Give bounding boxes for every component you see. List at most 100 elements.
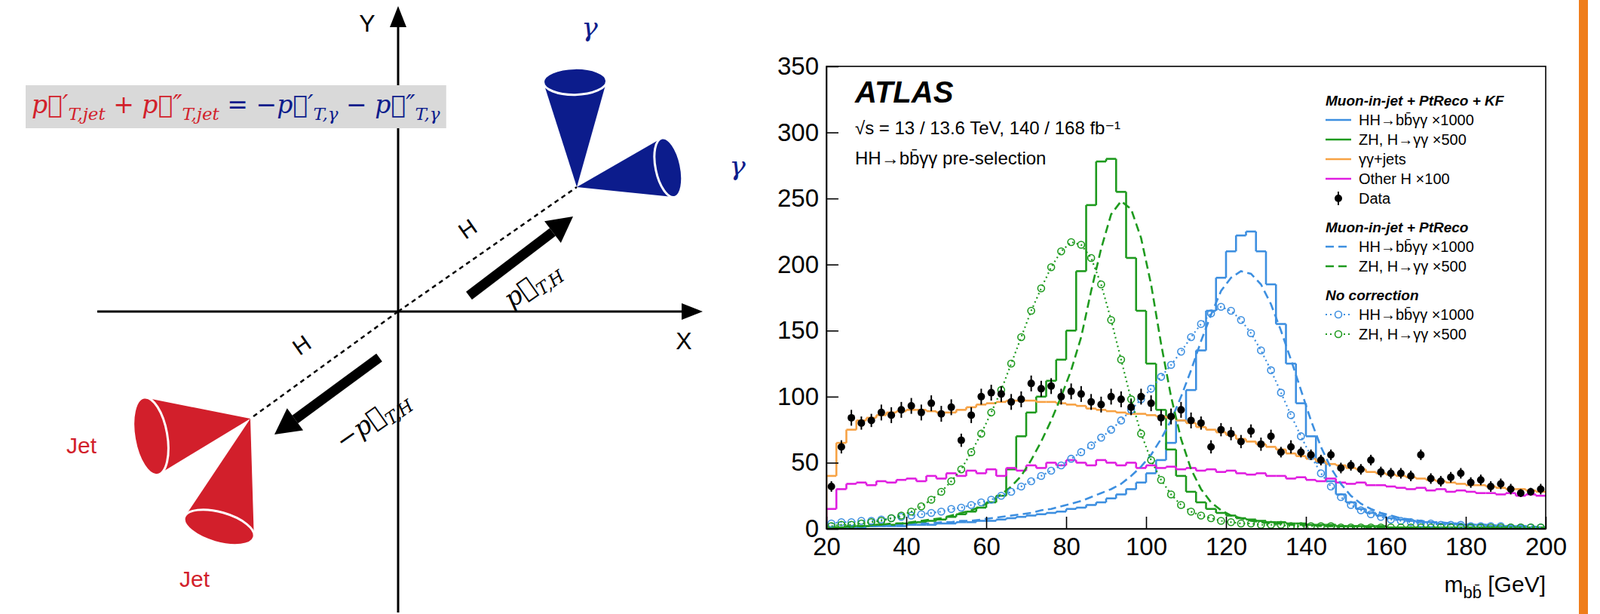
histogram-bin (856, 481, 867, 484)
histogram-bin (1115, 493, 1126, 496)
curve-marker (1317, 522, 1325, 529)
histogram-bin (1495, 493, 1506, 496)
curve-marker (898, 511, 905, 519)
tick-label: 0 (805, 514, 819, 543)
data-point (827, 482, 836, 491)
histogram-bin (986, 519, 997, 522)
tick: 300 (777, 118, 839, 147)
tick: 250 (777, 183, 839, 212)
jet-cone-base (127, 394, 174, 478)
tick-label: 200 (1525, 532, 1567, 561)
data-point (1256, 440, 1265, 448)
histogram-bin (1195, 469, 1206, 473)
tick-label: 250 (777, 183, 819, 212)
histogram-bin (1016, 515, 1027, 519)
curve-marker (1017, 334, 1025, 341)
curve-marker (1147, 385, 1155, 393)
data-point (1277, 447, 1285, 456)
data-point (1247, 426, 1255, 435)
histogram-bin (1206, 468, 1217, 471)
histogram-bin (1126, 257, 1137, 260)
histogram-bin (1265, 445, 1276, 448)
curve-marker (1407, 524, 1415, 529)
histogram-bin (1535, 494, 1546, 497)
momentum-label: p⃗T,H (497, 253, 569, 318)
curve-marker (937, 508, 945, 515)
tick-label: 100 (1125, 532, 1168, 561)
curve-marker (1097, 434, 1105, 442)
equation-term: p⃗′ (276, 89, 314, 120)
curve-marker (1197, 320, 1205, 328)
histogram-bin (1326, 477, 1337, 480)
data-point (1486, 482, 1495, 491)
step-riser (1195, 491, 1198, 503)
chart: 2040608010012014016018020005010015020025… (777, 52, 1567, 602)
histogram-bin (1395, 486, 1406, 489)
curve-marker (1517, 524, 1524, 529)
curve-marker (1077, 448, 1085, 456)
histogram-bin (1046, 461, 1057, 464)
histogram-bin (916, 480, 926, 483)
legend-swatch (1325, 158, 1352, 161)
series (826, 231, 1546, 529)
data-point (1406, 472, 1415, 480)
histogram-bin (1235, 472, 1246, 475)
data-point (1327, 450, 1335, 459)
higgs-direction (398, 186, 577, 312)
data-point (1167, 412, 1175, 420)
tick: 140 (1285, 516, 1328, 561)
equation-term: = − (219, 89, 277, 120)
tick-label: 80 (1052, 532, 1081, 561)
histogram-bin (1115, 411, 1126, 414)
curve-marker (977, 498, 985, 506)
series (827, 303, 1545, 529)
tick-mark (1226, 516, 1228, 529)
equation-term: p⃗″ (374, 89, 416, 120)
curve-marker (1287, 522, 1295, 529)
histogram-bin (1026, 411, 1037, 414)
histogram-bin (1096, 160, 1107, 163)
data-point (1197, 419, 1205, 427)
histogram-bin (996, 475, 1006, 478)
histogram-bin (1275, 322, 1286, 325)
curve-marker (1527, 524, 1535, 529)
tick-mark (826, 198, 839, 200)
data-point (1416, 450, 1425, 459)
histogram-bin (1016, 435, 1027, 438)
histogram-bin (1086, 204, 1097, 207)
series (826, 400, 1546, 529)
histogram-bin (1265, 283, 1276, 286)
plot-marks (826, 159, 1546, 529)
x-axis-title-part: m (1443, 571, 1463, 597)
legend-heading: Muon-in-jet + PtReco + KF (1325, 92, 1505, 109)
curve-marker (888, 514, 896, 522)
curve (831, 242, 1542, 528)
curve-marker (1167, 490, 1175, 498)
histogram-bin (1036, 466, 1046, 469)
tick: 0 (805, 514, 839, 543)
histogram-bin (1315, 480, 1326, 483)
step-riser (1204, 310, 1208, 351)
curve-marker (1257, 346, 1265, 354)
data-point (927, 399, 935, 408)
tick-mark (826, 263, 839, 266)
curve-marker (1107, 426, 1115, 433)
data-point (1296, 447, 1305, 456)
data-point (907, 401, 916, 410)
histogram-bin (1446, 490, 1456, 494)
histogram-bin (1475, 491, 1486, 494)
step-riser (1045, 380, 1048, 397)
curve-marker (1207, 309, 1215, 317)
equation-term: p⃗′ (31, 89, 69, 120)
tick: 40 (892, 516, 921, 561)
data-point (837, 442, 846, 451)
tick-label: 200 (777, 250, 819, 279)
axis: 20406080100120140160180200 (812, 516, 1567, 561)
momentum-symbol: −p⃗ (329, 400, 391, 456)
tick-mark (986, 516, 988, 529)
tick-label: 120 (1205, 532, 1248, 561)
step-riser (855, 419, 858, 430)
histogram-bin (1176, 419, 1187, 422)
curve-marker (1297, 432, 1305, 440)
data-point (1437, 477, 1445, 485)
